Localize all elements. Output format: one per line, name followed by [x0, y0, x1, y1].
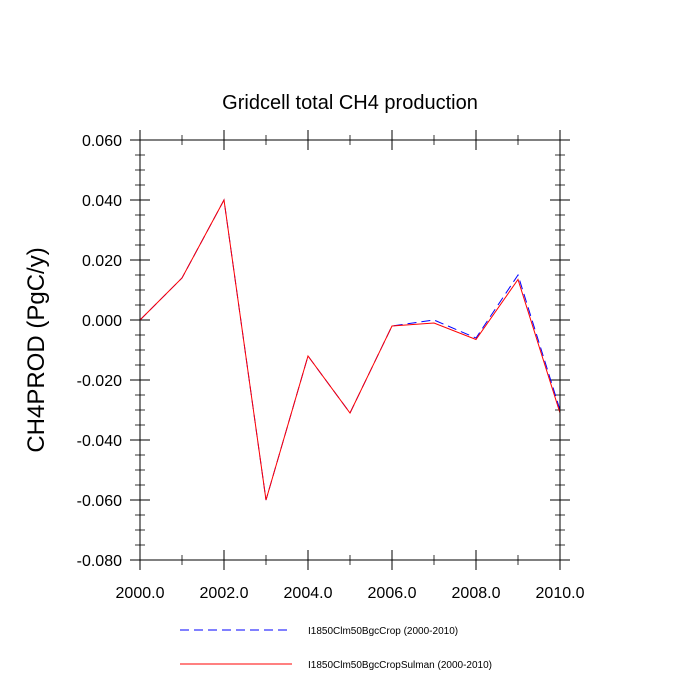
x-tick-label: 2002.0 — [200, 585, 249, 602]
data-series — [139, 198, 561, 501]
x-tick-label: 2000.0 — [116, 585, 165, 602]
x-tick-label: 2004.0 — [284, 585, 333, 602]
axis-ticks: 0.060 0.040 0.020 0.000 -0.020 -0.040 -0.060 -0… — [77, 130, 585, 602]
y-tick-label: 0.060 — [82, 133, 122, 150]
y-axis-label: CH4PROD (PgC/y) — [23, 247, 50, 452]
legend-label-2: I1850Clm50BgcCropSulman (2000-2010) — [308, 660, 492, 671]
chart-title: Gridcell total CH4 production — [222, 92, 478, 114]
y-tick-label: -0.060 — [77, 493, 122, 510]
y-tick-label: -0.020 — [77, 373, 122, 390]
y-tick-label: 0.020 — [82, 253, 122, 270]
series-line-1 — [139, 198, 561, 501]
y-tick-label: -0.040 — [77, 433, 122, 450]
plot-frame — [139, 139, 561, 561]
x-tick-label: 2010.0 — [536, 585, 585, 602]
y-tick-label: 0.040 — [82, 193, 122, 210]
y-tick-label: 0.000 — [82, 313, 122, 330]
x-tick-label: 2006.0 — [368, 585, 417, 602]
legend-label-1: I1850Clm50BgcCrop (2000-2010) — [308, 626, 458, 637]
x-tick-label: 2008.0 — [452, 585, 501, 602]
y-tick-label: -0.080 — [77, 553, 122, 570]
legend: I1850Clm50BgcCrop (2000-2010) I1850Clm50B… — [180, 626, 492, 671]
series-line-2 — [139, 198, 561, 501]
